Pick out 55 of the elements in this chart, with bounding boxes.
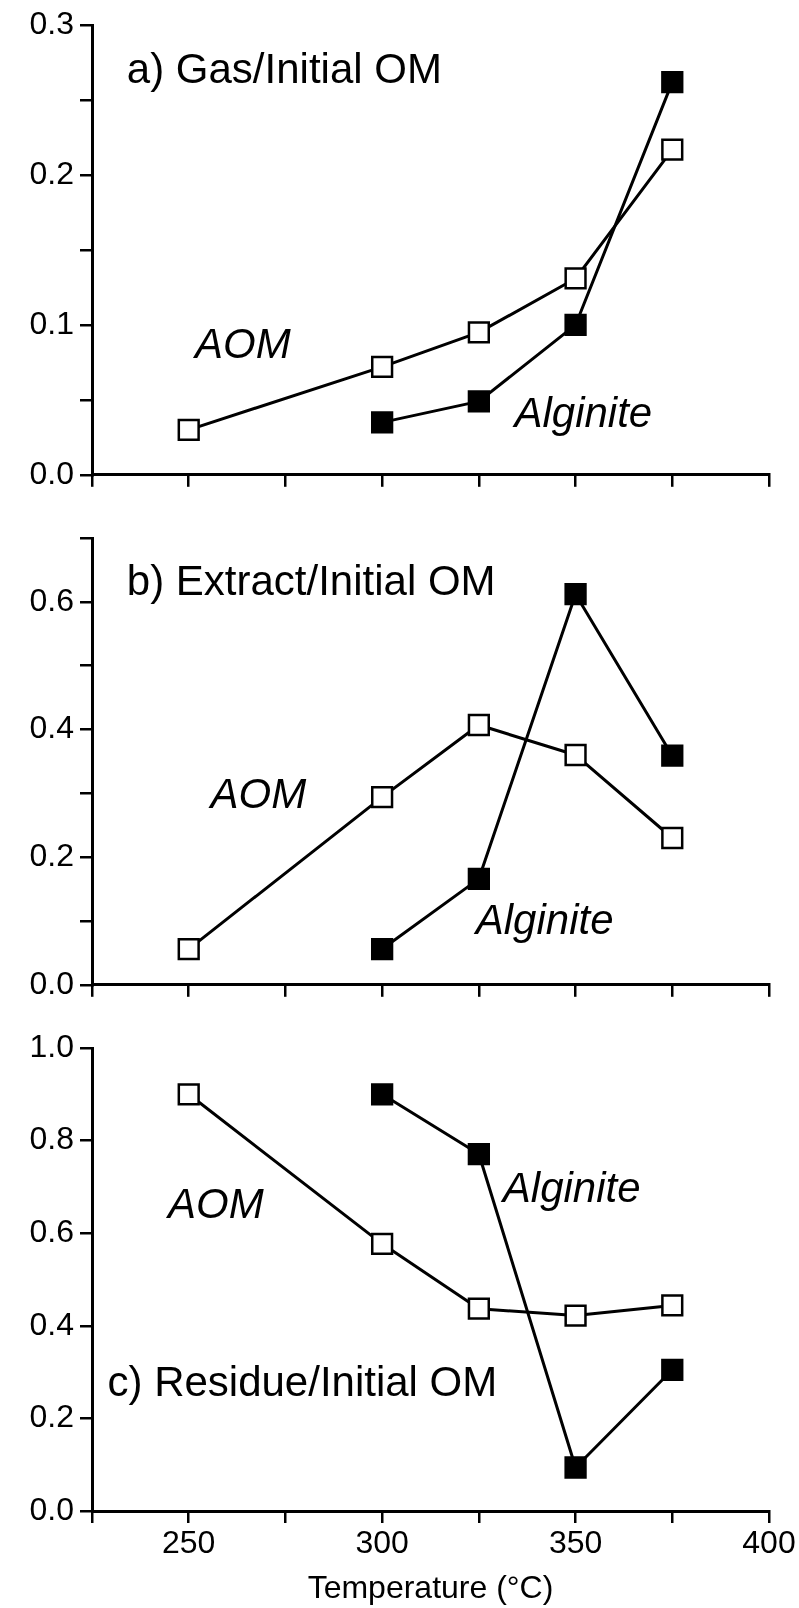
x-axis-title: Temperature (°C) [307,1568,554,1605]
y-tick-label: 0.0 [29,1490,74,1527]
point [177,1083,200,1106]
y-tick-label: 0.0 [29,454,74,491]
x-tick-label: 250 [162,1524,216,1561]
point [564,743,587,767]
y-tick-label: 0.4 [29,1305,74,1342]
y-tick-label: 0.0 [29,964,74,1001]
point [661,138,684,161]
point [564,313,587,337]
point [661,744,684,767]
y-tick-label: 0.2 [29,836,74,873]
y-tick-label: 0.4 [29,709,74,746]
y-tick-label: 0.2 [29,154,74,191]
point [467,713,491,737]
series-label: AOM [192,319,291,367]
x-tick-label: 350 [548,1524,603,1561]
y-tick-label: 0.3 [29,5,74,42]
point [467,867,491,890]
point [467,1142,491,1166]
series-label: Alginite [472,895,614,943]
point [370,786,394,809]
point [177,418,200,441]
point [467,1297,491,1320]
point [661,1358,684,1381]
text: c) Residue/Initial OM [107,1357,498,1405]
point [467,321,491,344]
x-tick-label: 400 [742,1524,796,1561]
series-label: AOM [207,770,307,818]
point [564,1456,587,1479]
point [370,411,394,434]
y-tick-label: 0.6 [29,1213,74,1250]
point [370,1083,394,1106]
point [370,355,394,379]
y-tick-label: 0.6 [29,581,74,618]
x-tick-label: 300 [355,1524,409,1561]
point [564,583,587,606]
text: a) Gas/Initial OM [126,45,442,93]
y-tick-label: 0.8 [29,1120,74,1157]
point [370,1232,394,1255]
point [661,1294,684,1317]
point [370,937,394,961]
point [564,267,587,290]
series-label: AOM [164,1180,264,1228]
point [177,937,200,961]
series-label: Alginite [499,1163,641,1211]
y-tick-label: 1.0 [29,1027,74,1064]
series-label: Alginite [511,388,653,436]
point [661,826,684,850]
y-tick-label: 0.1 [29,304,74,341]
point [564,1304,587,1327]
text: b) Extract/Initial OM [126,556,496,604]
y-tick-label: 0.2 [29,1398,74,1435]
point [467,390,491,413]
point [661,71,684,94]
